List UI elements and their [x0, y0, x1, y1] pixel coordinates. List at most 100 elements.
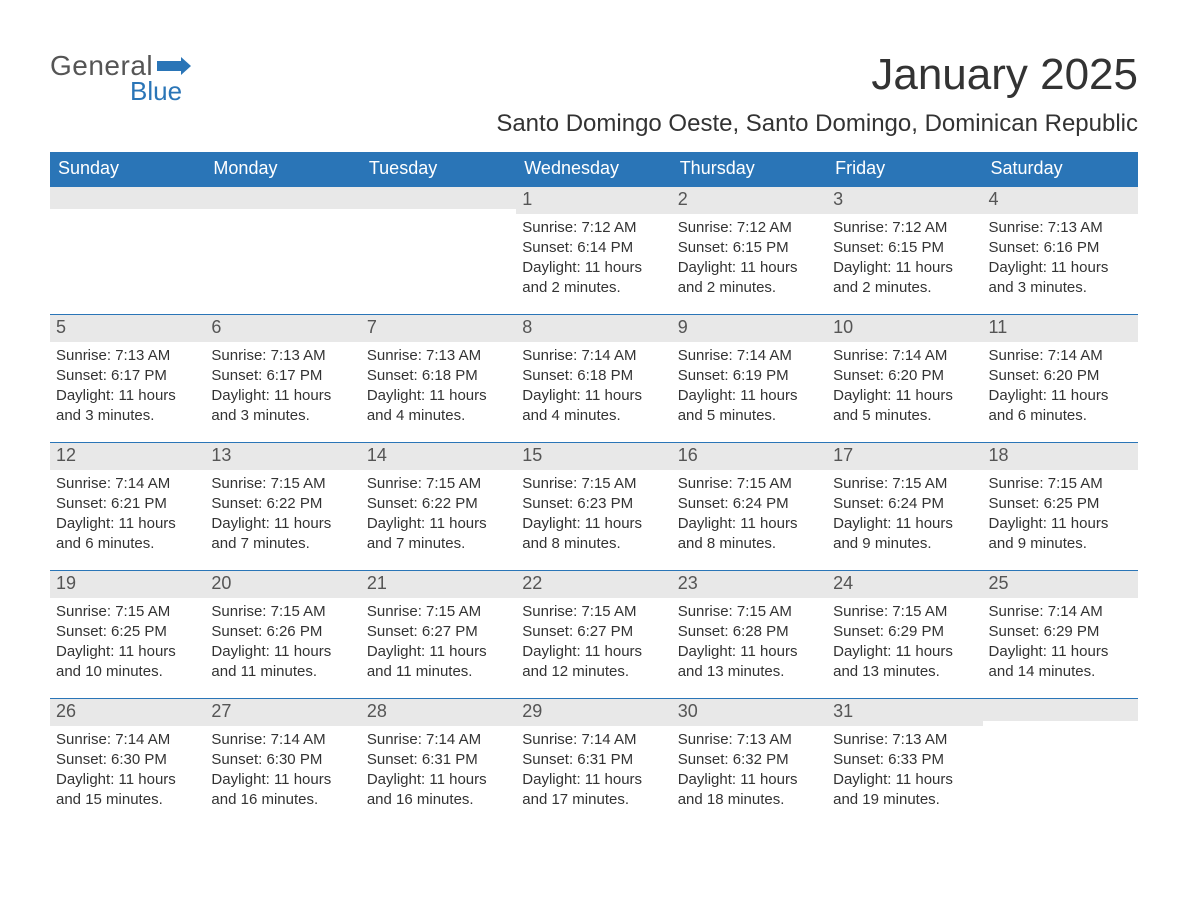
day-number: 29	[516, 699, 671, 726]
day-number: 30	[672, 699, 827, 726]
day-number	[361, 187, 516, 209]
calendar-day-cell: 24Sunrise: 7:15 AMSunset: 6:29 PMDayligh…	[827, 571, 982, 699]
brand-logo: General Blue	[50, 50, 191, 107]
calendar-day-cell: 16Sunrise: 7:15 AMSunset: 6:24 PMDayligh…	[672, 443, 827, 571]
calendar-day-cell: 19Sunrise: 7:15 AMSunset: 6:25 PMDayligh…	[50, 571, 205, 699]
day-details: Sunrise: 7:13 AMSunset: 6:33 PMDaylight:…	[827, 726, 982, 817]
day-detail-line: Sunset: 6:25 PM	[56, 622, 199, 642]
day-detail-line: Daylight: 11 hours and 11 minutes.	[211, 642, 354, 683]
day-details: Sunrise: 7:15 AMSunset: 6:23 PMDaylight:…	[516, 470, 671, 561]
location-subtitle: Santo Domingo Oeste, Santo Domingo, Domi…	[496, 110, 1138, 138]
day-details: Sunrise: 7:14 AMSunset: 6:31 PMDaylight:…	[361, 726, 516, 817]
day-detail-line: Sunrise: 7:15 AM	[678, 602, 821, 622]
weekday-header: Monday	[205, 152, 360, 187]
day-detail-line: Daylight: 11 hours and 10 minutes.	[56, 642, 199, 683]
day-detail-line: Sunset: 6:29 PM	[833, 622, 976, 642]
weekday-header: Thursday	[672, 152, 827, 187]
calendar-day-cell: 30Sunrise: 7:13 AMSunset: 6:32 PMDayligh…	[672, 699, 827, 827]
day-detail-line: Daylight: 11 hours and 18 minutes.	[678, 770, 821, 811]
day-detail-line: Sunset: 6:18 PM	[367, 366, 510, 386]
day-number: 7	[361, 315, 516, 342]
calendar-day-cell: 22Sunrise: 7:15 AMSunset: 6:27 PMDayligh…	[516, 571, 671, 699]
day-details: Sunrise: 7:14 AMSunset: 6:20 PMDaylight:…	[827, 342, 982, 433]
day-detail-line: Sunset: 6:22 PM	[367, 494, 510, 514]
day-details: Sunrise: 7:15 AMSunset: 6:29 PMDaylight:…	[827, 598, 982, 689]
calendar-day-cell: 5Sunrise: 7:13 AMSunset: 6:17 PMDaylight…	[50, 315, 205, 443]
day-details: Sunrise: 7:14 AMSunset: 6:18 PMDaylight:…	[516, 342, 671, 433]
weekday-header: Tuesday	[361, 152, 516, 187]
day-details: Sunrise: 7:12 AMSunset: 6:14 PMDaylight:…	[516, 214, 671, 305]
calendar-day-cell	[983, 699, 1138, 827]
day-details: Sunrise: 7:15 AMSunset: 6:28 PMDaylight:…	[672, 598, 827, 689]
calendar-day-cell: 9Sunrise: 7:14 AMSunset: 6:19 PMDaylight…	[672, 315, 827, 443]
day-details: Sunrise: 7:15 AMSunset: 6:24 PMDaylight:…	[827, 470, 982, 561]
weekday-header: Friday	[827, 152, 982, 187]
day-detail-line: Daylight: 11 hours and 2 minutes.	[678, 258, 821, 299]
day-detail-line: Sunset: 6:17 PM	[56, 366, 199, 386]
day-number	[983, 699, 1138, 721]
day-details	[983, 721, 1138, 731]
day-detail-line: Daylight: 11 hours and 13 minutes.	[678, 642, 821, 683]
day-detail-line: Daylight: 11 hours and 8 minutes.	[678, 514, 821, 555]
day-number: 18	[983, 443, 1138, 470]
day-detail-line: Sunset: 6:20 PM	[833, 366, 976, 386]
day-detail-line: Sunrise: 7:13 AM	[989, 218, 1132, 238]
day-number: 3	[827, 187, 982, 214]
day-detail-line: Daylight: 11 hours and 2 minutes.	[833, 258, 976, 299]
day-details: Sunrise: 7:15 AMSunset: 6:27 PMDaylight:…	[516, 598, 671, 689]
day-detail-line: Sunset: 6:24 PM	[678, 494, 821, 514]
calendar-day-cell: 6Sunrise: 7:13 AMSunset: 6:17 PMDaylight…	[205, 315, 360, 443]
day-detail-line: Daylight: 11 hours and 15 minutes.	[56, 770, 199, 811]
day-detail-line: Sunset: 6:29 PM	[989, 622, 1132, 642]
day-detail-line: Daylight: 11 hours and 4 minutes.	[522, 386, 665, 427]
day-detail-line: Sunset: 6:18 PM	[522, 366, 665, 386]
day-number: 10	[827, 315, 982, 342]
day-number: 25	[983, 571, 1138, 598]
calendar-day-cell	[50, 187, 205, 315]
day-detail-line: Sunrise: 7:15 AM	[56, 602, 199, 622]
calendar-day-cell: 7 Sunrise: 7:13 AMSunset: 6:18 PMDaylight…	[361, 315, 516, 443]
day-detail-line: Daylight: 11 hours and 16 minutes.	[211, 770, 354, 811]
day-number: 17	[827, 443, 982, 470]
day-detail-line: Sunrise: 7:14 AM	[522, 730, 665, 750]
calendar-page: General Blue January 2025 Santo Domingo …	[0, 0, 1188, 918]
title-block: January 2025 Santo Domingo Oeste, Santo …	[496, 50, 1138, 152]
calendar-day-cell: 10Sunrise: 7:14 AMSunset: 6:20 PMDayligh…	[827, 315, 982, 443]
day-detail-line: Sunrise: 7:15 AM	[211, 474, 354, 494]
calendar-day-cell: 11Sunrise: 7:14 AMSunset: 6:20 PMDayligh…	[983, 315, 1138, 443]
day-number: 1	[516, 187, 671, 214]
calendar-day-cell	[361, 187, 516, 315]
calendar-day-cell: 31Sunrise: 7:13 AMSunset: 6:33 PMDayligh…	[827, 699, 982, 827]
day-details: Sunrise: 7:14 AMSunset: 6:30 PMDaylight:…	[205, 726, 360, 817]
day-detail-line: Sunset: 6:21 PM	[56, 494, 199, 514]
day-number	[50, 187, 205, 209]
logo-word-blue: Blue	[130, 76, 182, 107]
day-number: 2	[672, 187, 827, 214]
calendar-day-cell: 28Sunrise: 7:14 AMSunset: 6:31 PMDayligh…	[361, 699, 516, 827]
calendar-week-row: 1Sunrise: 7:12 AMSunset: 6:14 PMDaylight…	[50, 187, 1138, 315]
day-detail-line: Sunset: 6:31 PM	[522, 750, 665, 770]
day-detail-line: Daylight: 11 hours and 13 minutes.	[833, 642, 976, 683]
day-details: Sunrise: 7:12 AMSunset: 6:15 PMDaylight:…	[672, 214, 827, 305]
day-details	[50, 209, 205, 219]
day-details: Sunrise: 7:12 AMSunset: 6:15 PMDaylight:…	[827, 214, 982, 305]
day-detail-line: Daylight: 11 hours and 4 minutes.	[367, 386, 510, 427]
calendar-week-row: 12Sunrise: 7:14 AMSunset: 6:21 PMDayligh…	[50, 443, 1138, 571]
day-detail-line: Sunset: 6:16 PM	[989, 238, 1132, 258]
calendar-day-cell: 12Sunrise: 7:14 AMSunset: 6:21 PMDayligh…	[50, 443, 205, 571]
day-detail-line: Daylight: 11 hours and 17 minutes.	[522, 770, 665, 811]
day-detail-line: Sunrise: 7:15 AM	[522, 602, 665, 622]
day-detail-line: Sunrise: 7:15 AM	[833, 602, 976, 622]
day-detail-line: Sunrise: 7:14 AM	[989, 602, 1132, 622]
calendar-day-cell: 25Sunrise: 7:14 AMSunset: 6:29 PMDayligh…	[983, 571, 1138, 699]
day-detail-line: Sunrise: 7:12 AM	[833, 218, 976, 238]
day-detail-line: Daylight: 11 hours and 19 minutes.	[833, 770, 976, 811]
day-detail-line: Sunset: 6:26 PM	[211, 622, 354, 642]
day-detail-line: Sunrise: 7:14 AM	[522, 346, 665, 366]
day-detail-line: Sunrise: 7:15 AM	[678, 474, 821, 494]
day-details: Sunrise: 7:14 AMSunset: 6:20 PMDaylight:…	[983, 342, 1138, 433]
day-detail-line: Sunrise: 7:14 AM	[211, 730, 354, 750]
calendar-day-cell: 13Sunrise: 7:15 AMSunset: 6:22 PMDayligh…	[205, 443, 360, 571]
day-detail-line: Sunrise: 7:13 AM	[367, 346, 510, 366]
day-detail-line: Sunrise: 7:13 AM	[56, 346, 199, 366]
